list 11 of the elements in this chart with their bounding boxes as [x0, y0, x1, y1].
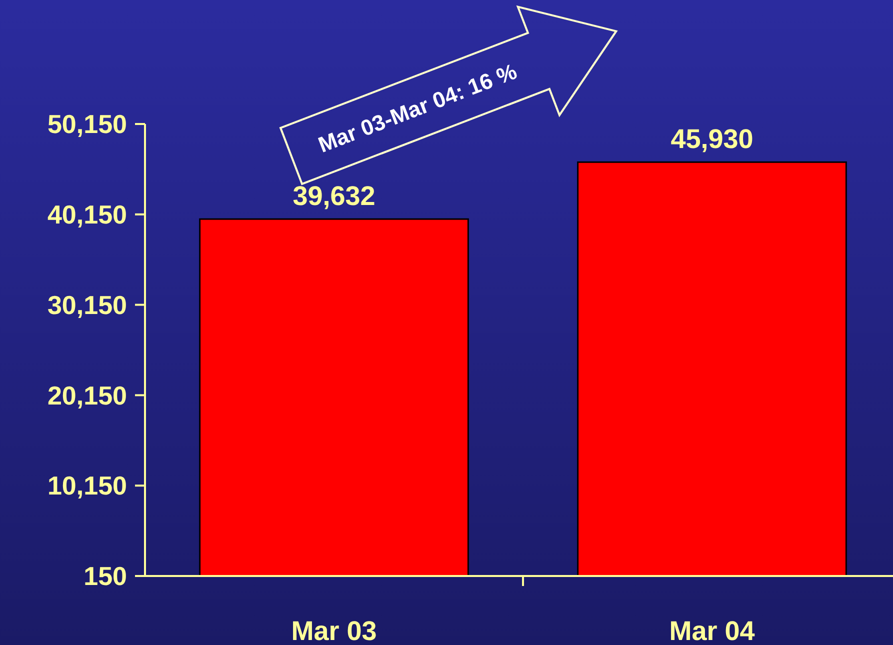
data-label: 45,930 [670, 124, 754, 154]
y-tick-label: 30,150 [47, 290, 127, 320]
data-label: 39,632 [292, 181, 376, 212]
y-tick-label: 50,150 [47, 109, 127, 140]
x-tick-label: Mar 04 [669, 616, 755, 645]
y-tick-label: 10,150 [47, 470, 127, 501]
y-tick-label: 150 [84, 561, 127, 592]
y-tick-label: 40,150 [47, 200, 127, 230]
annotation: Mar 03-Mar 04: 16 % [314, 58, 520, 158]
y-tick-label: 20,150 [47, 380, 127, 410]
x-tick-label: Mar 03 [291, 616, 377, 645]
